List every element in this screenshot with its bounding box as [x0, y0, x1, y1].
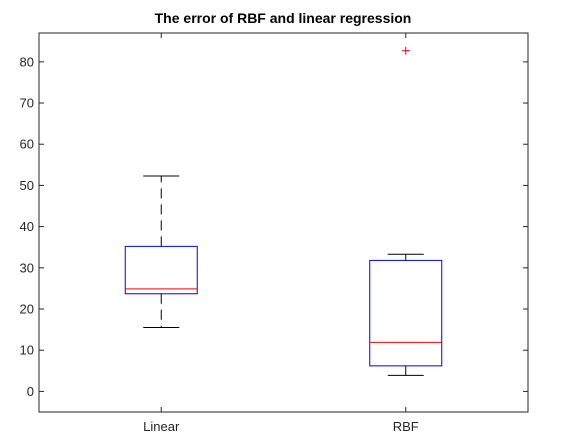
y-tick-label: 60	[20, 137, 34, 152]
y-tick-label: 20	[20, 302, 34, 317]
y-tick-label: 70	[20, 96, 34, 111]
y-tick-label: 40	[20, 219, 34, 234]
y-tick-label: 10	[20, 343, 34, 358]
y-tick-label: 50	[20, 178, 34, 193]
chart-title: The error of RBF and linear regression	[155, 10, 412, 26]
y-tick-label: 80	[20, 54, 34, 69]
y-tick-label: 30	[20, 260, 34, 275]
y-tick-label: 0	[27, 384, 34, 399]
x-tick-label: RBF	[393, 419, 419, 434]
x-tick-label: Linear	[143, 419, 180, 434]
